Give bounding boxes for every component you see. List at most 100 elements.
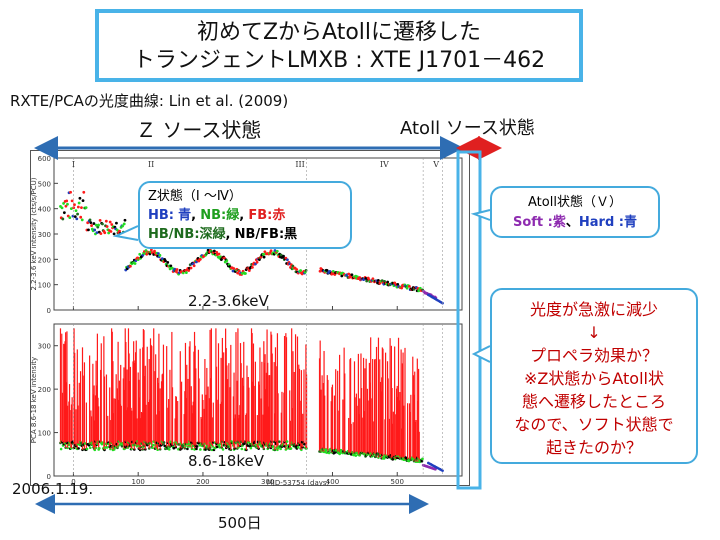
data-point [79, 441, 83, 445]
data-point [283, 440, 286, 444]
data-point [244, 272, 247, 275]
y-tick-label: 500 [38, 180, 51, 188]
data-point [68, 216, 72, 220]
data-point [169, 264, 173, 268]
atoll-state-callout: Atoll状態（Ｖ） Soft :紫、Hard :青 [490, 186, 660, 238]
data-point [233, 447, 236, 450]
data-point [418, 286, 422, 290]
drop-line2: プロペラ効果か？ [529, 346, 658, 365]
data-point [79, 215, 83, 219]
data-point [65, 199, 69, 203]
data-point [240, 447, 244, 451]
y-axis-label: PCA 8.6-18 keV intensity [30, 357, 38, 443]
data-point [172, 446, 176, 450]
data-point [84, 206, 88, 210]
data-point [60, 206, 64, 210]
soft-label: Soft : [512, 215, 553, 230]
nb-color: 緑 [226, 208, 240, 223]
data-point [376, 278, 380, 282]
data-point [160, 257, 164, 261]
data-point [118, 232, 122, 235]
y-tick-label: 300 [38, 231, 51, 239]
hard-label: Hard : [578, 215, 624, 230]
data-point [296, 446, 300, 449]
data-point [145, 252, 149, 256]
data-point [279, 447, 282, 451]
title-line-2: トランジェントLMXB : XTE J1701－462 [132, 48, 546, 73]
data-point [158, 253, 162, 257]
data-point [76, 205, 80, 209]
data-point [414, 460, 418, 464]
data-point [166, 447, 169, 450]
data-point [237, 269, 241, 273]
x-axis-label: MJD-53754 (days) [267, 479, 330, 486]
data-point [82, 190, 86, 194]
data-point [69, 207, 73, 210]
data-point [73, 203, 76, 207]
y-tick-label: 200 [38, 256, 51, 264]
data-point [186, 447, 189, 451]
data-point [420, 459, 424, 463]
data-point [254, 443, 258, 447]
data-point [187, 442, 191, 446]
data-point [183, 446, 187, 450]
soft-color: 紫 [552, 215, 566, 230]
data-point [78, 196, 82, 200]
data-point [354, 454, 358, 457]
data-point [304, 269, 308, 272]
data-point [62, 211, 66, 215]
data-point [105, 225, 109, 228]
data-point [66, 202, 69, 206]
data-point [226, 445, 230, 449]
data-point [162, 441, 166, 444]
data-point [380, 279, 384, 283]
data-point [123, 447, 126, 451]
data-point [151, 446, 154, 450]
data-point [120, 444, 124, 448]
data-point [151, 443, 155, 447]
data-point [66, 446, 69, 450]
data-point [104, 219, 108, 223]
data-point [64, 204, 68, 208]
x-tick-label: 400 [326, 478, 339, 486]
data-point [76, 212, 79, 216]
hbnb-color: 深緑 [199, 227, 226, 242]
drop-line5: なので、ソフト状態で [514, 415, 674, 434]
y-tick-label: 600 [38, 155, 51, 163]
data-point [85, 447, 89, 451]
data-point [80, 206, 83, 210]
x-tick-label: 0 [71, 478, 75, 486]
data-point [156, 448, 159, 451]
data-point [88, 218, 92, 222]
state-marker: II [148, 160, 154, 169]
data-point [163, 259, 167, 263]
data-point [363, 451, 367, 455]
data-point [199, 448, 202, 451]
data-point [269, 446, 273, 450]
data-point [74, 444, 78, 448]
data-point [232, 267, 236, 270]
data-point [187, 269, 191, 272]
data-point [285, 440, 289, 443]
data-point [265, 444, 268, 447]
data-point [185, 442, 189, 446]
data-point [225, 259, 229, 263]
fb-color: 赤 [272, 208, 286, 223]
data-point [73, 215, 77, 219]
data-point [77, 201, 81, 205]
data-point [249, 446, 253, 450]
data-point [217, 252, 221, 256]
data-point [331, 270, 335, 273]
data-point [408, 284, 411, 288]
title-box: 初めてZからAtollに遷移した トランジェントLMXB : XTE J1701… [95, 9, 583, 82]
nb-label: NB: [200, 208, 227, 223]
data-point [103, 448, 106, 452]
data-point [236, 271, 240, 275]
data-point [291, 264, 295, 268]
data-point [261, 253, 265, 256]
atoll-callout-tail [470, 209, 491, 221]
data-point [340, 274, 344, 278]
data-point [74, 209, 78, 213]
state-marker: IV [380, 160, 389, 169]
data-point [142, 444, 146, 447]
